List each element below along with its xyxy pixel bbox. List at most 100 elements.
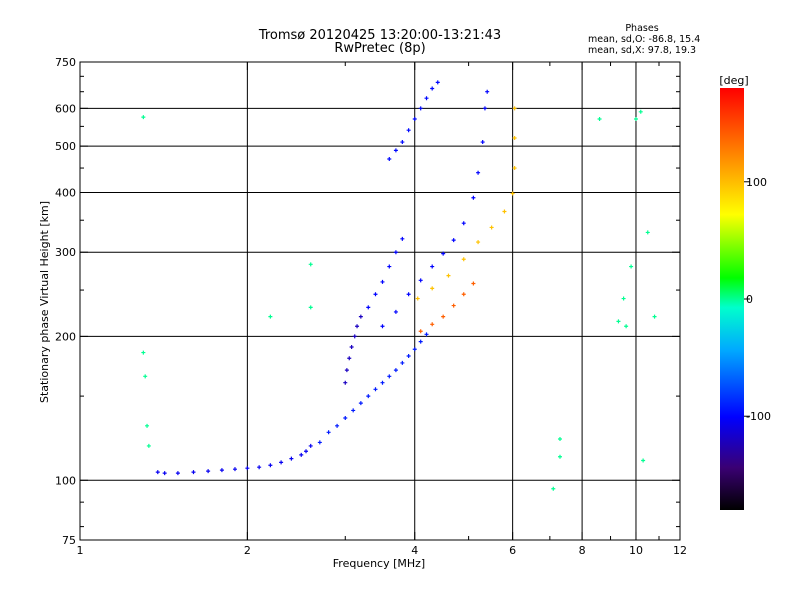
- y-axis-ticks: 75 100 200 300 400 500 600 750: [55, 56, 680, 547]
- echo-point: [430, 86, 435, 91]
- echo-point: [476, 170, 481, 175]
- echo-point: [624, 324, 629, 329]
- echo-point: [400, 236, 405, 241]
- echo-point: [146, 443, 151, 448]
- echo-point: [308, 262, 313, 267]
- echo-point: [476, 240, 481, 245]
- y-tick-label: 750: [55, 56, 76, 69]
- x-tick-label: 12: [673, 544, 687, 557]
- x-tick-label: 6: [509, 544, 516, 557]
- echo-point: [289, 456, 294, 461]
- colorbar-tick-label: -100: [746, 410, 771, 423]
- stats-x-mode: mean, sd,X: 97.8, 19.3: [588, 45, 696, 56]
- echo-point: [257, 465, 262, 470]
- echo-point: [597, 116, 602, 121]
- echo-point: [621, 296, 626, 301]
- echo-point: [406, 353, 411, 358]
- echo-point: [387, 374, 392, 379]
- echo-point: [633, 116, 638, 121]
- y-axis-label: Stationary phase Virtual Height [km]: [38, 201, 51, 403]
- y-tick-label: 500: [55, 140, 76, 153]
- echo-point: [373, 292, 378, 297]
- chart-title: Tromsø 20120425 13:20:00-13:21:43: [258, 28, 501, 43]
- echo-point: [406, 292, 411, 297]
- echo-point: [347, 356, 352, 361]
- echo-point: [629, 264, 634, 269]
- y-tick-label: 600: [55, 102, 76, 115]
- echo-point: [393, 250, 398, 255]
- echo-point: [393, 309, 398, 314]
- echo-point: [308, 305, 313, 310]
- echo-point: [471, 281, 476, 286]
- echo-point: [162, 471, 167, 476]
- echo-point: [380, 324, 385, 329]
- x-tick-label: 10: [629, 544, 643, 557]
- y-tick-label: 300: [55, 246, 76, 259]
- echo-point: [406, 128, 411, 133]
- echo-point: [355, 324, 360, 329]
- echo-point: [373, 387, 378, 392]
- stats-heading: Phases: [625, 23, 658, 34]
- echo-point: [219, 468, 224, 473]
- echo-point: [393, 368, 398, 373]
- echo-points: [141, 80, 657, 491]
- y-tick-label: 400: [55, 186, 76, 199]
- echo-point: [412, 347, 417, 352]
- colorbar-ticks: 100 0 -100: [744, 176, 771, 423]
- echo-point: [512, 166, 517, 171]
- echo-point: [412, 116, 417, 121]
- echo-point: [485, 89, 490, 94]
- echo-point: [351, 408, 356, 413]
- echo-point: [268, 463, 273, 468]
- colorbar: [deg] 100 0 -100: [719, 74, 771, 510]
- echo-point: [441, 251, 446, 256]
- plot-frame: [79, 61, 681, 541]
- echo-point: [380, 380, 385, 385]
- chart-titles: Tromsø 20120425 13:20:00-13:21:43 RwPret…: [258, 28, 501, 56]
- echo-point: [366, 394, 371, 399]
- echo-point: [424, 332, 429, 337]
- echo-point: [557, 436, 562, 441]
- colorbar-label: [deg]: [719, 74, 748, 87]
- echo-point: [366, 305, 371, 310]
- echo-point: [510, 191, 515, 196]
- colorbar-tick-label: 100: [746, 176, 767, 189]
- echo-point: [400, 360, 405, 365]
- echo-point: [415, 296, 420, 301]
- echo-point: [418, 339, 423, 344]
- colorbar-scale: [720, 88, 744, 510]
- echo-point: [400, 140, 405, 145]
- echo-point: [393, 148, 398, 153]
- echo-point: [461, 221, 466, 226]
- echo-point: [489, 225, 494, 230]
- echo-point: [206, 469, 211, 474]
- echo-point: [645, 230, 650, 235]
- echo-point: [557, 454, 562, 459]
- echo-point: [435, 80, 440, 85]
- echo-point: [387, 264, 392, 269]
- phase-stats: Phases mean, sd,O: -86.8, 15.4 mean, sd,…: [588, 23, 700, 56]
- echo-point: [480, 140, 485, 145]
- echo-point: [308, 443, 313, 448]
- echo-point: [155, 470, 160, 475]
- x-tick-label: 8: [579, 544, 586, 557]
- echo-point: [616, 319, 621, 324]
- y-tick-label: 200: [55, 330, 76, 343]
- echo-point: [299, 452, 304, 457]
- echo-point: [317, 440, 322, 445]
- echo-point: [352, 334, 357, 339]
- y-tick-label: 100: [55, 474, 76, 487]
- echo-point: [141, 350, 146, 355]
- echo-point: [358, 314, 363, 319]
- x-axis-label: Frequency [MHz]: [333, 557, 425, 570]
- echo-point: [461, 257, 466, 262]
- echo-point: [279, 460, 284, 465]
- echo-point: [418, 329, 423, 334]
- echo-point: [430, 264, 435, 269]
- echo-point: [418, 106, 423, 111]
- echo-point: [430, 286, 435, 291]
- echo-point: [304, 449, 309, 454]
- y-tick-label: 75: [62, 534, 76, 547]
- echo-point: [424, 96, 429, 101]
- echo-point: [638, 109, 643, 114]
